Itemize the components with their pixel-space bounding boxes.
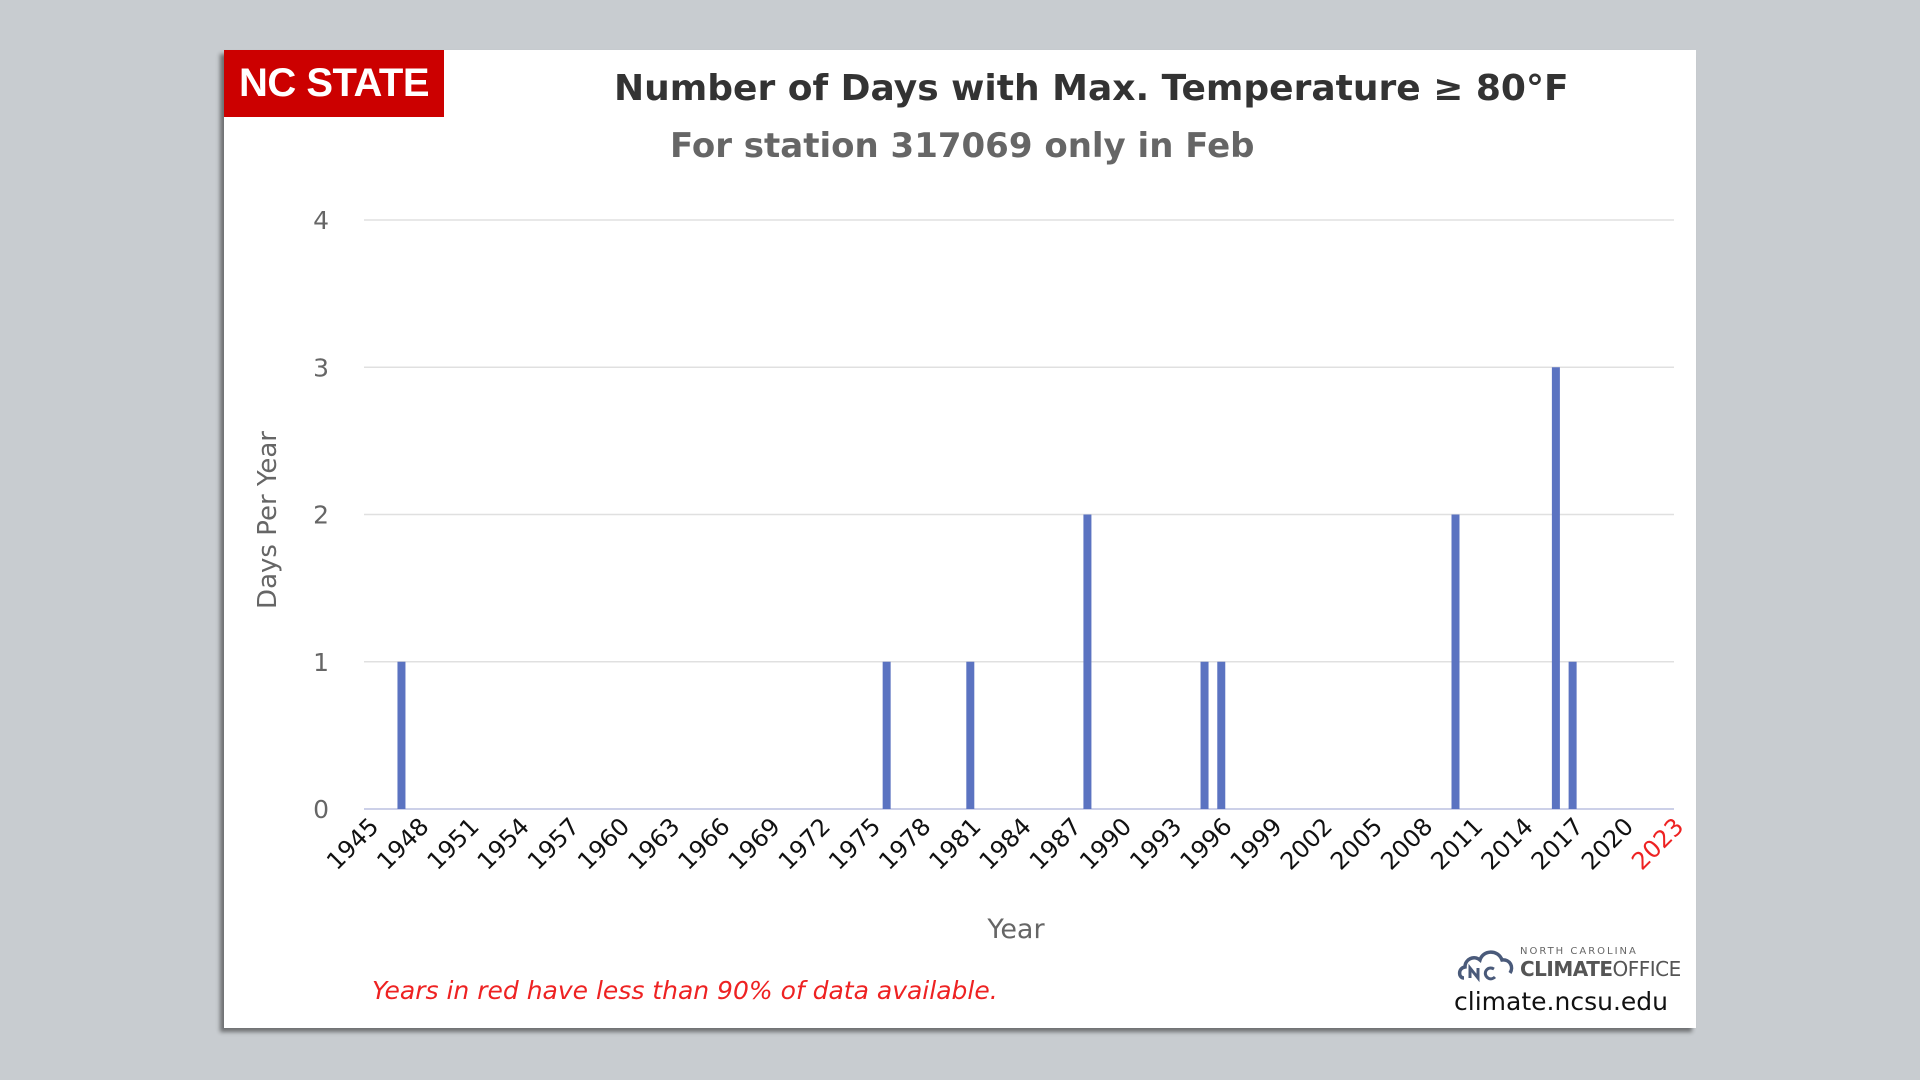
x-tick-label: 1951 <box>422 812 485 875</box>
bar[interactable] <box>1083 514 1092 810</box>
bar[interactable] <box>397 661 406 809</box>
bar[interactable] <box>1568 661 1577 809</box>
bar[interactable] <box>966 661 975 809</box>
x-tick-label: 1984 <box>974 812 1037 875</box>
x-tick-label: 1981 <box>924 812 987 875</box>
y-axis-label: Days Per Year <box>253 431 283 609</box>
climate-office-url[interactable]: climate.ncsu.edu <box>1454 987 1668 1016</box>
x-tick-label: 1948 <box>371 812 434 875</box>
y-tick-label: 3 <box>313 353 329 382</box>
x-tick-label: 2017 <box>1526 812 1589 875</box>
y-tick-label: 1 <box>313 648 329 677</box>
chart-card: NC STATE Number of Days with Max. Temper… <box>224 50 1696 1028</box>
chart-title: Number of Days with Max. Temperature ≥ 8… <box>614 68 1569 109</box>
x-tick-label: 2005 <box>1325 812 1388 875</box>
bar[interactable] <box>1217 661 1226 809</box>
y-tick-labels: 0 1 2 3 4 <box>313 206 329 824</box>
x-tick-label: 2020 <box>1576 812 1639 875</box>
x-tick-label: 1960 <box>572 812 635 875</box>
x-tick-labels: 1945194819511954195719601963196619691972… <box>321 812 1689 875</box>
x-tick-label: 1972 <box>773 812 836 875</box>
x-tick-label: 1999 <box>1225 812 1288 875</box>
x-tick-label: 1996 <box>1175 812 1238 875</box>
x-tick-label: 1993 <box>1124 812 1187 875</box>
chart-subtitle: For station 317069 only in Feb <box>670 126 1255 166</box>
x-tick-label: 1963 <box>622 812 685 875</box>
x-tick-label: 2011 <box>1425 812 1488 875</box>
logo-subtext: NORTH CAROLINA <box>1520 946 1638 957</box>
bar[interactable] <box>882 661 891 809</box>
bars <box>397 367 1577 810</box>
x-tick-label: 1969 <box>723 812 786 875</box>
x-tick-label: 2023 <box>1626 812 1689 875</box>
logo-wordmark-rest: OFFICE <box>1612 957 1682 981</box>
x-tick-label: 1966 <box>673 812 736 875</box>
bar[interactable] <box>1451 514 1460 810</box>
x-tick-label: 1954 <box>472 812 535 875</box>
x-axis-label: Year <box>986 914 1045 945</box>
data-availability-footnote: Years in red have less than 90% of data … <box>372 976 998 1005</box>
climate-office-logo[interactable]: NORTH CAROLINA CLIMATEOFFICE <box>1456 940 1681 986</box>
cloud-nc-logo-icon <box>1457 950 1514 983</box>
bar[interactable] <box>1551 367 1560 809</box>
x-tick-label: 1990 <box>1074 812 1137 875</box>
nc-state-logo[interactable]: NC STATE <box>224 50 444 117</box>
x-tick-label: 1978 <box>873 812 936 875</box>
bar[interactable] <box>1200 661 1209 809</box>
grid-lines <box>364 219 1674 810</box>
x-tick-label: 2008 <box>1375 812 1438 875</box>
y-tick-label: 0 <box>313 795 329 824</box>
logo-wordmark: CLIMATEOFFICE <box>1520 957 1681 981</box>
x-tick-label: 2014 <box>1476 812 1539 875</box>
x-tick-label: 1975 <box>823 812 886 875</box>
y-tick-label: 2 <box>313 501 329 530</box>
x-tick-label: 1987 <box>1024 812 1087 875</box>
x-tick-label: 2002 <box>1275 812 1338 875</box>
x-tick-label: 1945 <box>321 812 384 875</box>
logo-wordmark-bold: CLIMATE <box>1520 957 1613 981</box>
x-tick-label: 1957 <box>522 812 585 875</box>
y-tick-label: 4 <box>313 206 329 235</box>
